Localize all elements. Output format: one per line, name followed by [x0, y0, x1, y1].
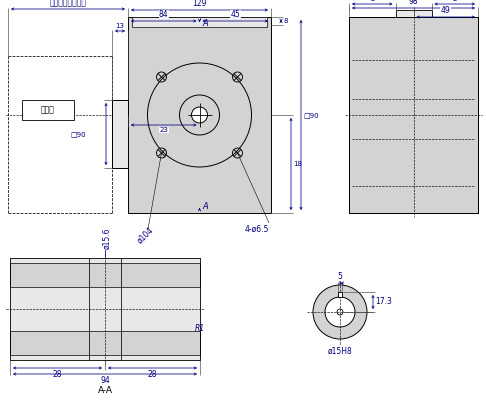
Text: 5: 5	[338, 272, 343, 281]
Text: R1: R1	[195, 324, 205, 333]
Text: （モータ部長さ）: （モータ部長さ）	[50, 0, 87, 7]
Text: A: A	[203, 202, 208, 211]
Text: 49: 49	[441, 6, 451, 15]
Text: 98: 98	[409, 0, 418, 6]
Circle shape	[337, 309, 343, 315]
Text: 8: 8	[283, 18, 288, 24]
Text: 2: 2	[370, 0, 374, 2]
Text: 84: 84	[159, 10, 169, 19]
Text: ø15.6: ø15.6	[103, 227, 111, 249]
Text: □90: □90	[303, 112, 319, 118]
Bar	[128, 17, 271, 213]
Bar	[396, 10, 432, 17]
Bar	[10, 355, 200, 360]
Text: 129: 129	[192, 0, 207, 8]
Circle shape	[191, 107, 208, 123]
Text: 28: 28	[53, 370, 62, 379]
Text: A-A: A-A	[98, 386, 112, 395]
Bar	[10, 287, 200, 331]
Text: ø104: ø104	[136, 225, 156, 245]
Bar	[10, 258, 200, 263]
Bar	[112, 100, 128, 168]
Bar	[22, 100, 74, 120]
Text: 94: 94	[100, 376, 110, 385]
Bar	[132, 17, 267, 27]
Text: A: A	[203, 19, 208, 28]
Text: 13: 13	[116, 23, 124, 29]
Text: 2: 2	[452, 0, 457, 2]
Bar	[338, 292, 342, 297]
Text: 23: 23	[159, 127, 168, 133]
Circle shape	[313, 285, 367, 339]
Text: 45: 45	[230, 10, 240, 19]
Bar	[10, 258, 200, 360]
Text: 28: 28	[148, 370, 157, 379]
Text: ø15H8: ø15H8	[328, 347, 352, 356]
Text: モータ: モータ	[41, 106, 55, 115]
Text: 4-ø6.5: 4-ø6.5	[244, 225, 269, 234]
Text: 17.3: 17.3	[375, 297, 392, 306]
Text: □90: □90	[70, 131, 86, 137]
Bar	[349, 17, 478, 213]
Circle shape	[325, 297, 355, 327]
Text: 18: 18	[293, 161, 302, 167]
